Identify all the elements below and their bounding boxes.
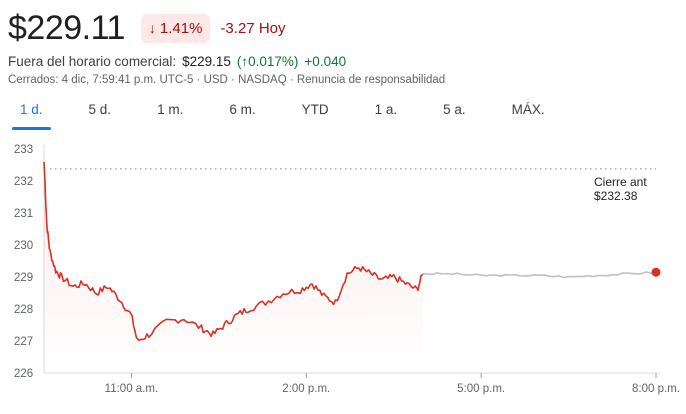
change-absolute: -3.27 Hoy [220, 20, 285, 37]
tab-5d[interactable]: 5 d. [88, 102, 112, 117]
x-tick-label: 5:00 p.m. [457, 383, 505, 395]
quote-header: $229.11 ↓ 1.41% -3.27 Hoy [8, 8, 286, 48]
after-hours-abs: +0.040 [304, 54, 347, 69]
down-arrow-icon: ↓ [148, 20, 156, 36]
after-hours-price: $229.15 [182, 54, 231, 69]
after-hours-line [422, 271, 657, 279]
change-percent: 1.41% [159, 19, 203, 37]
change-period: Hoy [258, 19, 286, 37]
y-tick-label: 227 [14, 336, 33, 348]
y-tick-label: 231 [14, 208, 33, 220]
y-axis: 226 227 228 229 230 231 232 233 [14, 144, 45, 380]
x-axis: 11:00 a.m. 2:00 p.m. 5:00 p.m. 8:00 p.m. [44, 372, 680, 395]
previous-close-value: $232.38 [594, 189, 638, 203]
previous-close-label: Cierre ant [594, 175, 647, 189]
after-hours-row: Fuera del horario comercial: $229.15 (↑0… [8, 54, 346, 69]
tab-1y[interactable]: 1 a. [374, 102, 398, 117]
change-percent-badge: ↓ 1.41% [140, 13, 211, 43]
y-tick-label: 230 [14, 240, 33, 252]
y-tick-label: 226 [14, 368, 33, 380]
tab-1m[interactable]: 1 m. [157, 102, 184, 117]
y-tick-label: 233 [14, 144, 33, 156]
x-tick-label: 8:00 p.m. [632, 383, 680, 395]
tab-5y[interactable]: 5 a. [443, 102, 466, 117]
market-status: Cerrados: 4 dic, 7:59:41 p.m. UTC-5 · US… [8, 74, 446, 86]
y-tick-label: 232 [14, 176, 33, 188]
change-value: -3.27 [220, 19, 255, 37]
regular-session-line [43, 161, 424, 342]
tab-ytd[interactable]: YTD [301, 102, 329, 117]
y-tick-label: 229 [14, 272, 33, 284]
y-tick-label: 228 [14, 304, 33, 316]
tab-6m[interactable]: 6 m. [229, 102, 256, 117]
after-hours-label: Fuera del horario comercial: [8, 54, 177, 69]
price-area-fill [44, 161, 423, 373]
x-tick-label: 11:00 a.m. [105, 383, 159, 395]
tab-1d[interactable]: 1 d. [12, 100, 51, 130]
after-hours-percent: (↑0.017%) [236, 54, 299, 69]
current-price: $229.11 [8, 8, 125, 47]
tab-max[interactable]: MÁX. [511, 102, 545, 117]
range-tabs: 1 d. 5 d. 1 m. 6 m. YTD 1 a. 5 a. MÁX. [12, 100, 583, 130]
x-tick-label: 2:00 p.m. [282, 383, 330, 395]
price-chart[interactable]: 226 227 228 229 230 231 232 233 11:00 a.m. 2:00 … [0, 130, 686, 414]
last-price-dot [651, 267, 661, 277]
